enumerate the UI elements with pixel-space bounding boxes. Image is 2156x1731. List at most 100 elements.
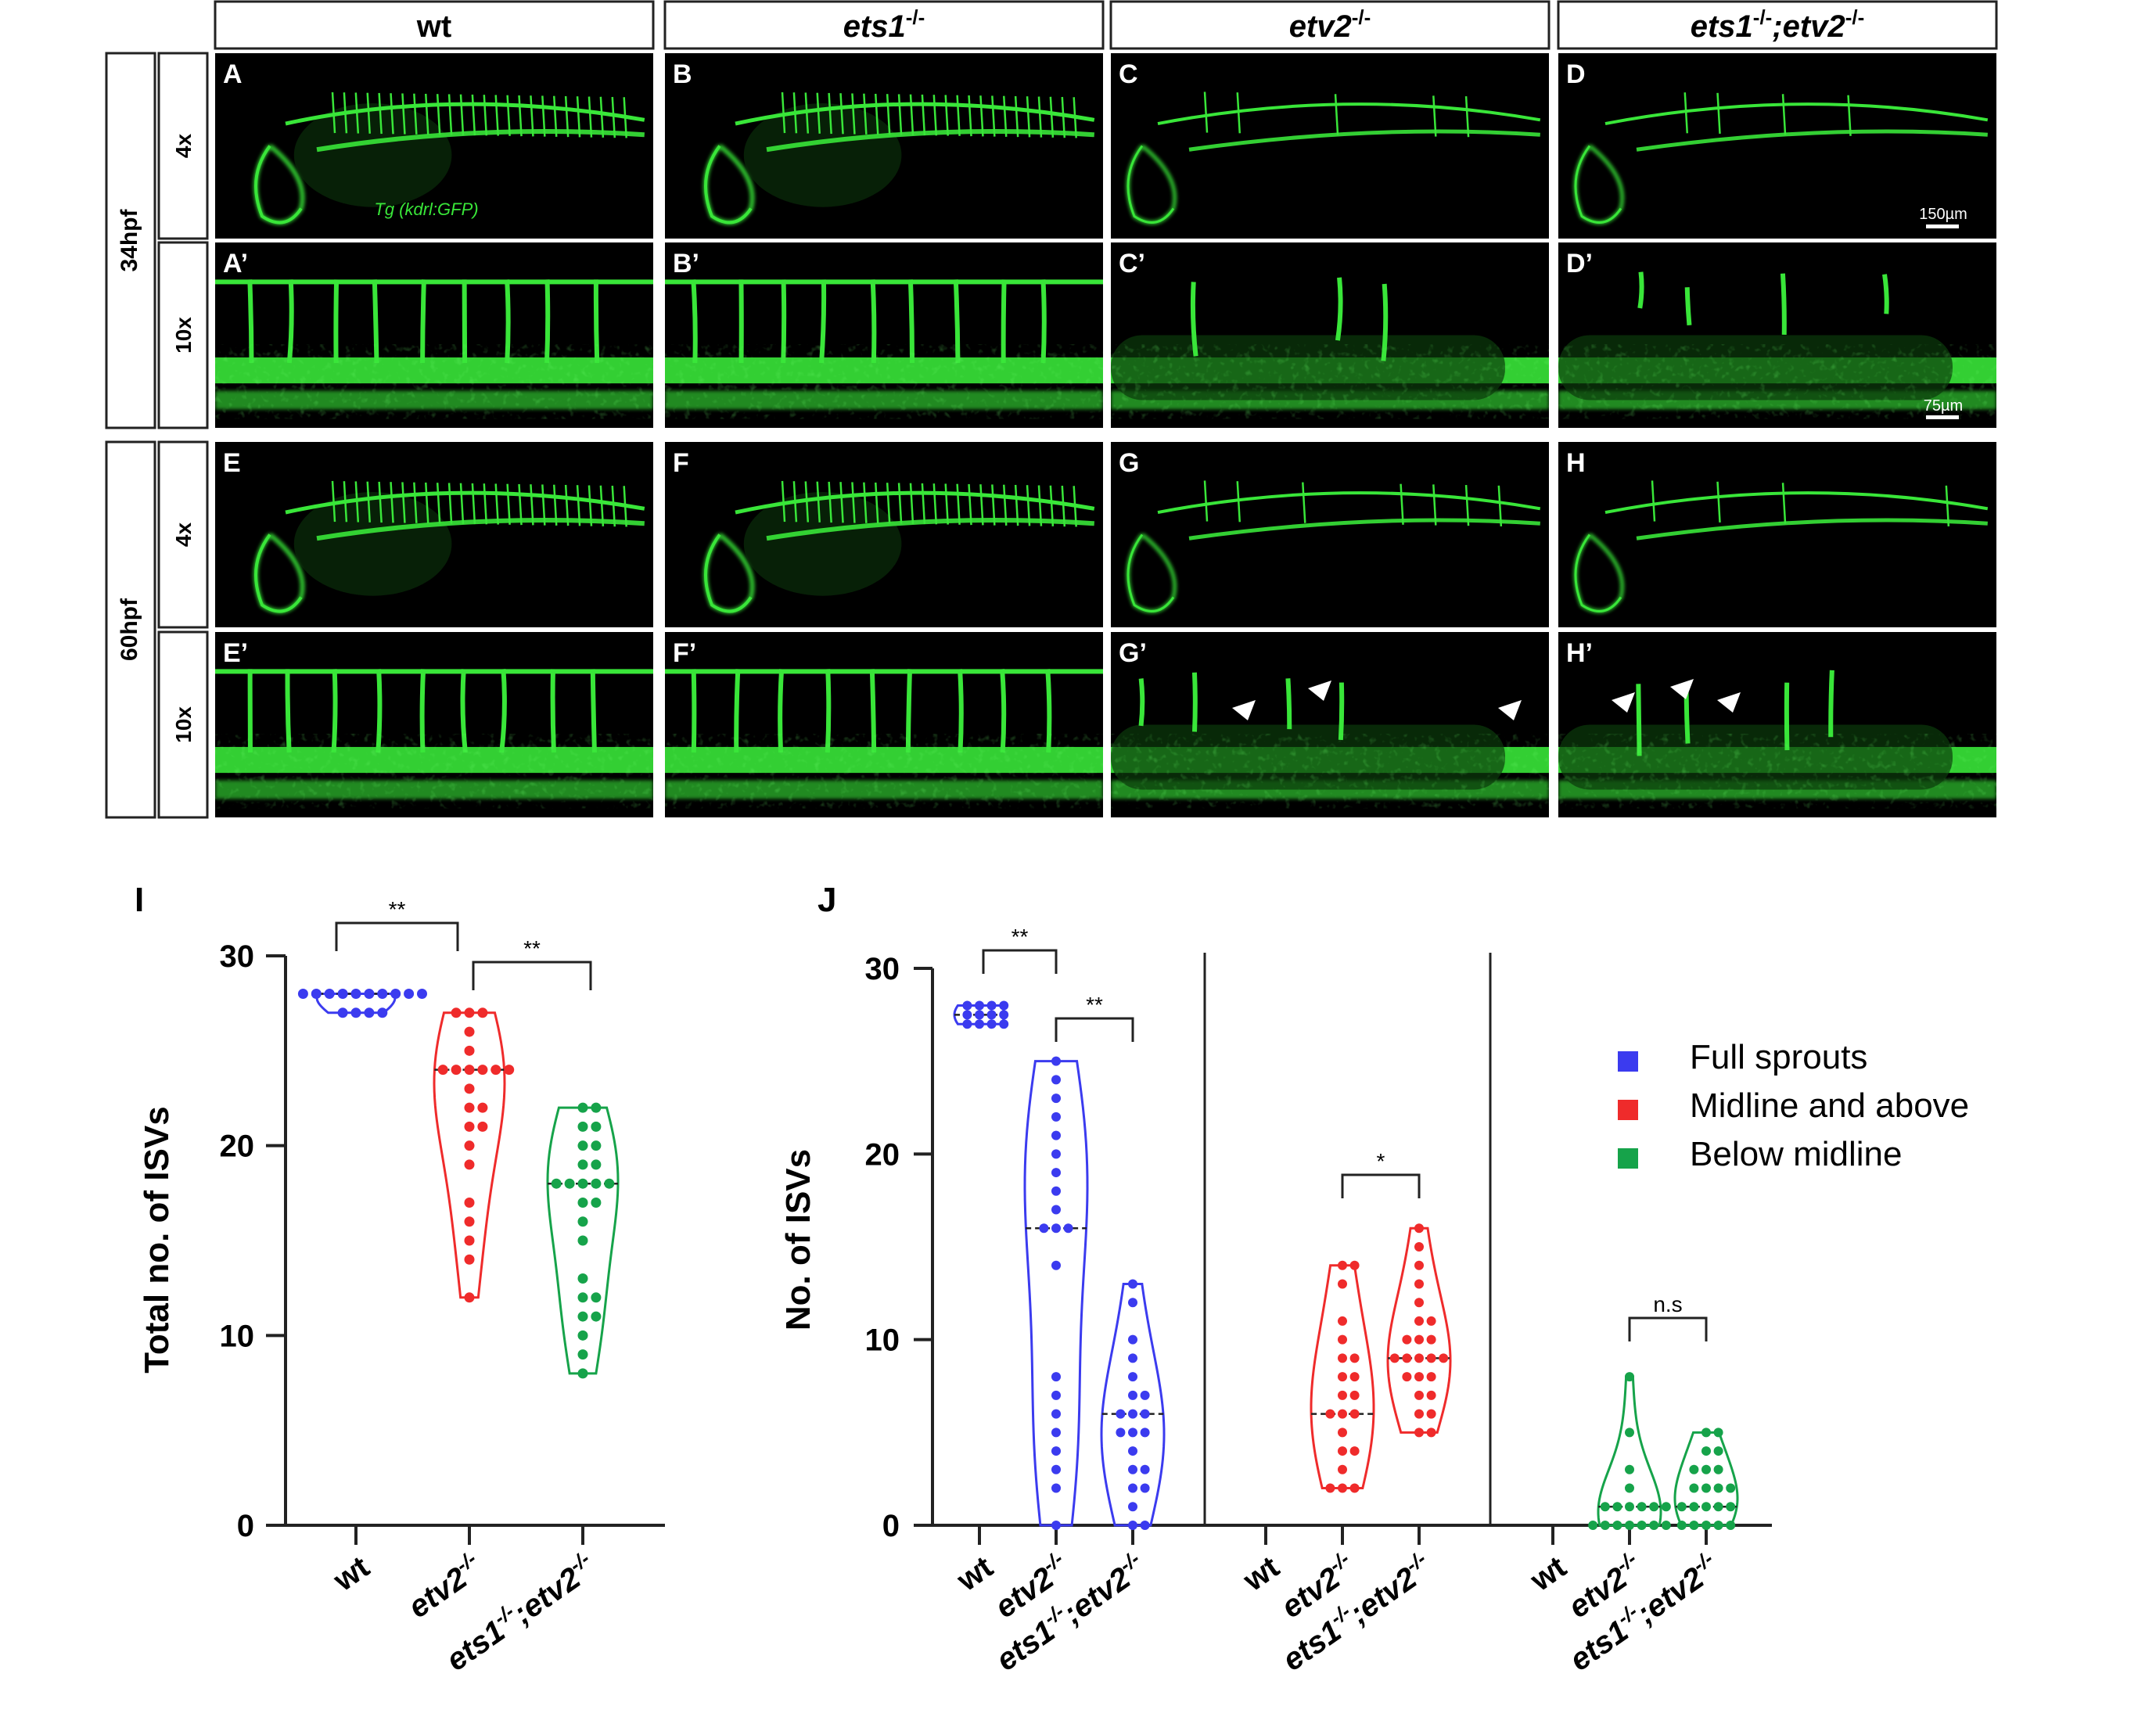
significance-label: * <box>1377 1149 1385 1173</box>
data-point <box>1637 1502 1647 1512</box>
data-point <box>1713 1521 1723 1530</box>
microscopy-panel: E’ <box>215 632 653 817</box>
panel-letter: A <box>223 59 243 89</box>
yolk <box>743 102 902 207</box>
isv-line <box>839 482 844 523</box>
data-point <box>464 1235 475 1246</box>
panel-background <box>1558 53 1996 239</box>
data-point <box>1051 1390 1061 1400</box>
isv-line <box>518 483 523 526</box>
isv-line <box>921 94 926 136</box>
data-point <box>577 1330 588 1341</box>
data-point <box>1726 1483 1736 1493</box>
data-point <box>591 1121 602 1132</box>
data-point <box>1051 1521 1061 1530</box>
isv-line <box>1637 271 1644 309</box>
data-point <box>1128 1390 1137 1400</box>
yolk <box>743 491 902 596</box>
data-point <box>962 1000 972 1011</box>
isv-line <box>471 483 476 525</box>
data-point <box>1600 1521 1610 1530</box>
data-point <box>1349 1390 1360 1400</box>
arrowhead-marker <box>1498 700 1522 720</box>
data-point <box>1128 1464 1137 1474</box>
data-point <box>975 1000 984 1011</box>
data-point <box>577 1273 588 1284</box>
transgene-label: Tg (kdrl:GFP) <box>374 199 478 219</box>
isv-line <box>897 483 903 524</box>
isv-line <box>1026 96 1031 138</box>
microscopy-panel: B’ <box>665 242 1103 428</box>
stage-box <box>105 52 156 429</box>
isv-line <box>1683 92 1689 134</box>
significance-label: ** <box>523 936 541 961</box>
isv-line <box>1203 480 1209 522</box>
panel-letter: D’ <box>1566 249 1593 278</box>
significance-bracket <box>1055 1017 1134 1042</box>
panel-letter: B <box>673 59 692 89</box>
data-point <box>1625 1502 1634 1512</box>
head-vessels <box>704 145 753 224</box>
data-point <box>591 1178 602 1189</box>
data-point <box>577 1159 588 1170</box>
data-point <box>1116 1428 1126 1438</box>
isv-line <box>599 96 605 138</box>
isv-line <box>1781 94 1787 135</box>
isv-line <box>343 92 348 134</box>
isv-line <box>354 481 360 523</box>
header-sup: -/- <box>906 5 925 29</box>
axial-vessel <box>1636 129 1988 152</box>
head-vessels <box>254 533 303 613</box>
axial-vessel <box>1188 518 1540 540</box>
y-axis-label: No. of ISVs <box>779 1149 817 1331</box>
data-point <box>464 1197 475 1208</box>
isv-line <box>518 95 523 137</box>
magnification-label: 4x <box>171 523 196 548</box>
data-point <box>1676 1502 1687 1512</box>
isv-line <box>459 94 465 135</box>
panel-letter: E’ <box>223 638 248 668</box>
arrowhead-marker <box>1717 692 1741 713</box>
data-point <box>1349 1372 1360 1382</box>
isv-line <box>816 481 821 523</box>
data-point <box>1338 1353 1347 1363</box>
isv-line <box>425 93 429 135</box>
isv-line <box>378 481 383 523</box>
isv-line <box>1464 96 1470 138</box>
data-point <box>1414 1334 1424 1345</box>
isv-line <box>897 94 903 135</box>
data-point <box>1338 1483 1347 1493</box>
data-point <box>437 1065 448 1076</box>
data-point <box>1426 1372 1436 1382</box>
data-point <box>464 1254 475 1265</box>
panel-letter: G’ <box>1119 638 1147 668</box>
panel-label-j: J <box>817 881 836 919</box>
isv-line <box>354 92 360 134</box>
axial-vessel <box>316 129 645 153</box>
isv-line <box>436 483 441 524</box>
isv-line <box>1400 483 1404 525</box>
significance-bracket <box>472 961 592 990</box>
isv-line <box>991 95 996 137</box>
panel-letter: B’ <box>673 249 699 278</box>
isv-line <box>599 485 605 526</box>
isv-line <box>541 95 546 137</box>
data-point <box>477 1102 488 1113</box>
data-point <box>577 1102 588 1113</box>
data-point <box>1713 1483 1723 1493</box>
data-point <box>1426 1428 1436 1438</box>
data-point <box>324 989 335 1000</box>
isv-line <box>792 92 798 134</box>
isv-line <box>1684 287 1692 326</box>
isv-line <box>875 482 879 524</box>
data-point <box>464 1292 475 1303</box>
isv-line <box>588 96 593 138</box>
isv-line <box>781 480 786 523</box>
data-point <box>1128 1446 1137 1456</box>
texture <box>1111 734 1549 809</box>
stage-box <box>105 440 156 819</box>
significance-bracket <box>982 949 1058 974</box>
data-point <box>1689 1464 1699 1474</box>
column-header-label: etv2-/- <box>1289 5 1371 44</box>
